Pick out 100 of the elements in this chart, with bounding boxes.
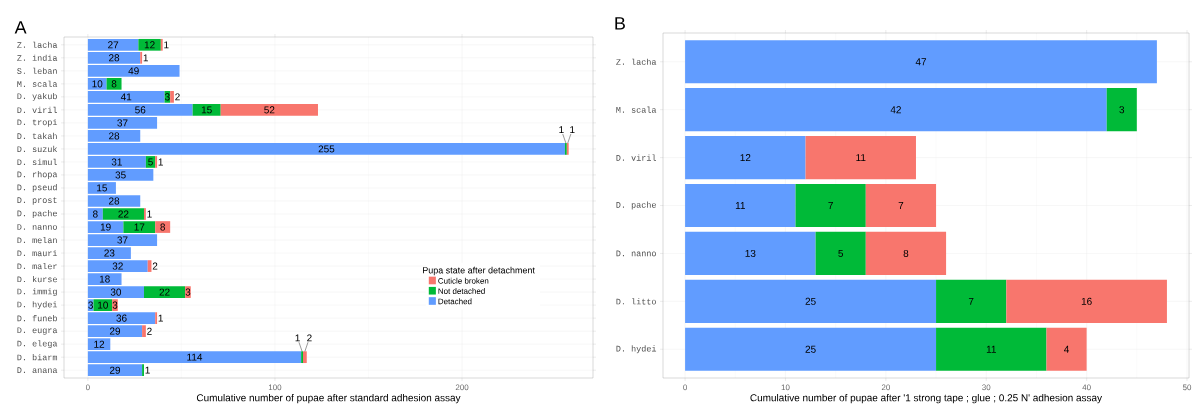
data-label: 47 (915, 58, 927, 66)
data-label: 52 (264, 106, 275, 114)
data-label: 25 (805, 345, 816, 353)
bar (805, 136, 916, 180)
data-label: 1 (145, 366, 150, 374)
data-label: 56 (135, 106, 146, 114)
y-tick-label: D. hydei (616, 345, 657, 354)
x-axis-title: Cumulative number of pupae after '1 strong tape ; glue ; 0.25 N' adhesion assay (750, 394, 1103, 404)
data-label: 1 (158, 158, 163, 166)
data-label: 29 (109, 366, 121, 374)
bar (93, 299, 113, 311)
data-label: 8 (111, 80, 117, 88)
y-tick-label: D. pseud (17, 184, 57, 192)
data-label: 28 (109, 132, 120, 140)
data-label: 12 (144, 41, 155, 49)
data-label: 1 (295, 334, 300, 342)
data-label: 1 (147, 210, 152, 218)
data-label: 3 (164, 93, 170, 101)
y-tick-label: D. pache (17, 210, 57, 218)
y-tick-label: D. takah (17, 132, 57, 140)
data-label: 10 (92, 80, 103, 88)
y-tick-label: Z. lacha (17, 41, 58, 48)
y-tick-label: D. anana (17, 367, 58, 374)
data-label: 7 (898, 202, 904, 209)
data-label: 1 (559, 126, 564, 134)
bar (192, 104, 221, 116)
bar (685, 279, 937, 323)
data-label: 22 (118, 210, 129, 218)
bar (865, 231, 947, 275)
bar (170, 91, 174, 103)
data-label: 49 (128, 67, 139, 75)
bar (143, 286, 186, 298)
y-tick-label: D. mauri (17, 249, 58, 257)
data-label: 3 (88, 301, 93, 309)
data-label: 29 (109, 327, 121, 335)
bar (936, 327, 1047, 371)
bar (815, 231, 866, 275)
y-tick-label: D. simul (17, 158, 57, 166)
data-label: 1 (570, 126, 575, 134)
data-label: 2 (147, 327, 152, 335)
data-label: 42 (890, 106, 901, 114)
bar (685, 40, 1157, 84)
data-label: 37 (117, 236, 128, 244)
data-label: 13 (745, 249, 756, 257)
data-label: 22 (159, 288, 170, 296)
bar (303, 351, 307, 364)
y-tick-label: D. melan (17, 236, 57, 244)
bar (795, 183, 866, 228)
bar (1006, 279, 1167, 323)
y-tick-label: D. nanno (616, 250, 656, 257)
data-label: 3 (185, 288, 191, 296)
y-tick-label: Z. lacha (616, 58, 657, 65)
y-tick-label: D. elega (17, 340, 58, 349)
data-label: 1 (164, 41, 169, 49)
data-label: 1 (143, 54, 148, 62)
bar (142, 325, 146, 337)
bar (685, 231, 816, 275)
y-tick-label: D. yakub (17, 92, 57, 101)
data-label: 37 (117, 119, 128, 127)
data-label: 41 (120, 93, 132, 101)
data-label: 28 (109, 197, 120, 205)
y-tick-label: D. viril (616, 154, 657, 161)
y-tick-label: D. maler (17, 262, 57, 270)
data-label: 5 (838, 249, 844, 257)
bar (865, 183, 937, 228)
y-tick-label: M. scala (17, 80, 58, 87)
y-tick-label: D. suzuk (17, 145, 58, 153)
y-tick-label: S. leban (17, 67, 57, 74)
data-label: 25 (805, 297, 816, 305)
y-tick-label: D. viril (17, 106, 57, 113)
bar (685, 88, 1107, 132)
data-label: 3 (1119, 106, 1125, 114)
bar (220, 104, 318, 116)
bar (685, 327, 937, 371)
data-label: 31 (111, 158, 122, 166)
y-tick-label: D. eugra (17, 327, 58, 335)
data-label: 15 (97, 184, 108, 192)
y-tick-label: D. prost (17, 197, 57, 205)
bar (936, 279, 1007, 323)
y-tick-label: D. pache (616, 201, 656, 210)
data-label: 3 (112, 301, 118, 309)
data-label: 1 (158, 314, 163, 322)
y-tick-label: D. hydei (17, 301, 58, 310)
data-label: 35 (115, 171, 126, 179)
data-label: 2 (175, 93, 180, 101)
data-label: 18 (99, 275, 110, 283)
bar (138, 38, 161, 51)
data-label: 8 (903, 249, 909, 257)
chart-title: B (615, 17, 625, 30)
data-label: 2 (152, 262, 158, 270)
data-label: 28 (109, 54, 120, 62)
data-label: 8 (93, 210, 98, 218)
y-tick-label: Z. india (17, 54, 58, 61)
y-tick-label: D. litto (616, 298, 656, 305)
data-label: 12 (94, 340, 105, 348)
chart-title: A (14, 21, 27, 34)
data-label: 7 (968, 297, 974, 305)
data-label: 10 (98, 301, 108, 309)
bar (685, 183, 796, 228)
bar (685, 136, 806, 180)
